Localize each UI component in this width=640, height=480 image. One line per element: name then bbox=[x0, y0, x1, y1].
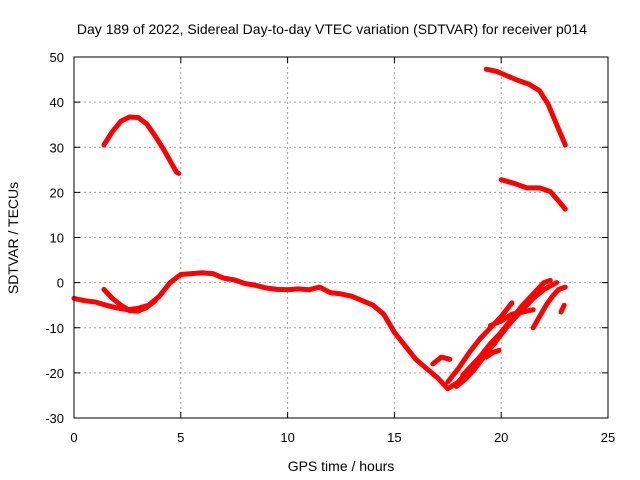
y-tick-label: -30 bbox=[45, 411, 64, 426]
series-arc-7 bbox=[453, 280, 560, 389]
y-tick-label: -20 bbox=[45, 366, 64, 381]
x-tick-label: 0 bbox=[70, 430, 77, 445]
series-layer bbox=[71, 66, 568, 392]
y-tick-label: 30 bbox=[50, 140, 64, 155]
y-tick-label: 0 bbox=[57, 276, 64, 291]
series-arc-2 bbox=[483, 66, 568, 148]
series-arc-5 bbox=[101, 286, 158, 314]
x-tick-label: 10 bbox=[280, 430, 294, 445]
series-arc-1 bbox=[101, 114, 182, 176]
grid bbox=[74, 57, 608, 418]
series-arc-10 bbox=[530, 284, 568, 331]
y-tick-label: 20 bbox=[50, 185, 64, 200]
x-tick-label: 25 bbox=[601, 430, 615, 445]
x-axis-title: GPS time / hours bbox=[288, 458, 395, 474]
series-arc-6 bbox=[445, 300, 515, 385]
axis-ticks: 0 5 10 15 20 25 -30 -20 -10 0 10 20 30 40 50 bbox=[45, 50, 615, 445]
series-arc-3 bbox=[498, 177, 568, 212]
series-arc-11 bbox=[558, 302, 567, 315]
x-tick-label: 20 bbox=[494, 430, 508, 445]
chart-title: Day 189 of 2022, Sidereal Day-to-day VTE… bbox=[77, 21, 587, 37]
series-arc-12 bbox=[483, 347, 502, 360]
y-tick-label: -10 bbox=[45, 321, 64, 336]
series-arc-8 bbox=[460, 341, 498, 378]
y-tick-label: 50 bbox=[50, 50, 64, 65]
series-arc-9 bbox=[488, 307, 536, 328]
y-axis-title: SDTVAR / TECUs bbox=[5, 182, 21, 294]
x-tick-label: 15 bbox=[387, 430, 401, 445]
series-arc-4 bbox=[71, 270, 553, 392]
x-tick-label: 5 bbox=[177, 430, 184, 445]
y-tick-label: 40 bbox=[50, 95, 64, 110]
y-tick-label: 10 bbox=[50, 231, 64, 246]
series-arc-13 bbox=[430, 354, 453, 367]
